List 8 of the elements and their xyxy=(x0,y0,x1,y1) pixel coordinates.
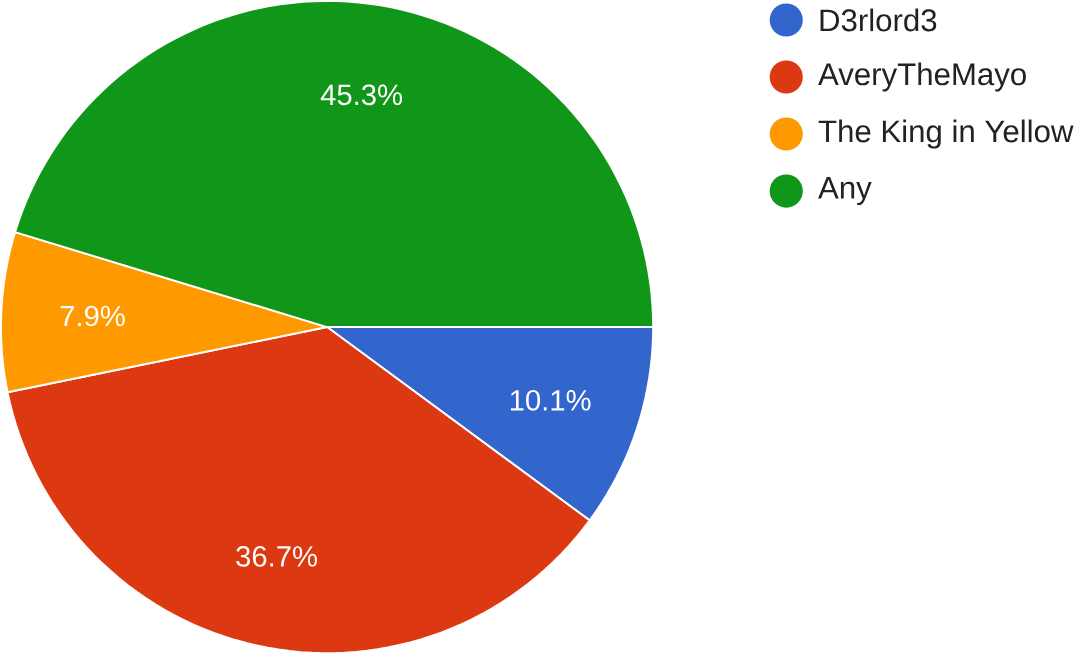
legend-label: Any xyxy=(818,177,872,205)
legend-label: D3rlord3 xyxy=(820,8,937,32)
legend-label: The King in Yellow xyxy=(818,119,1074,149)
data-label: 10.1% xyxy=(510,389,591,411)
data-label: 36.7% xyxy=(236,545,317,567)
legend-label: AveryTheMayo xyxy=(818,62,1026,92)
data-label: 45.3% xyxy=(320,84,403,106)
data-label: 7.9% xyxy=(60,305,125,327)
